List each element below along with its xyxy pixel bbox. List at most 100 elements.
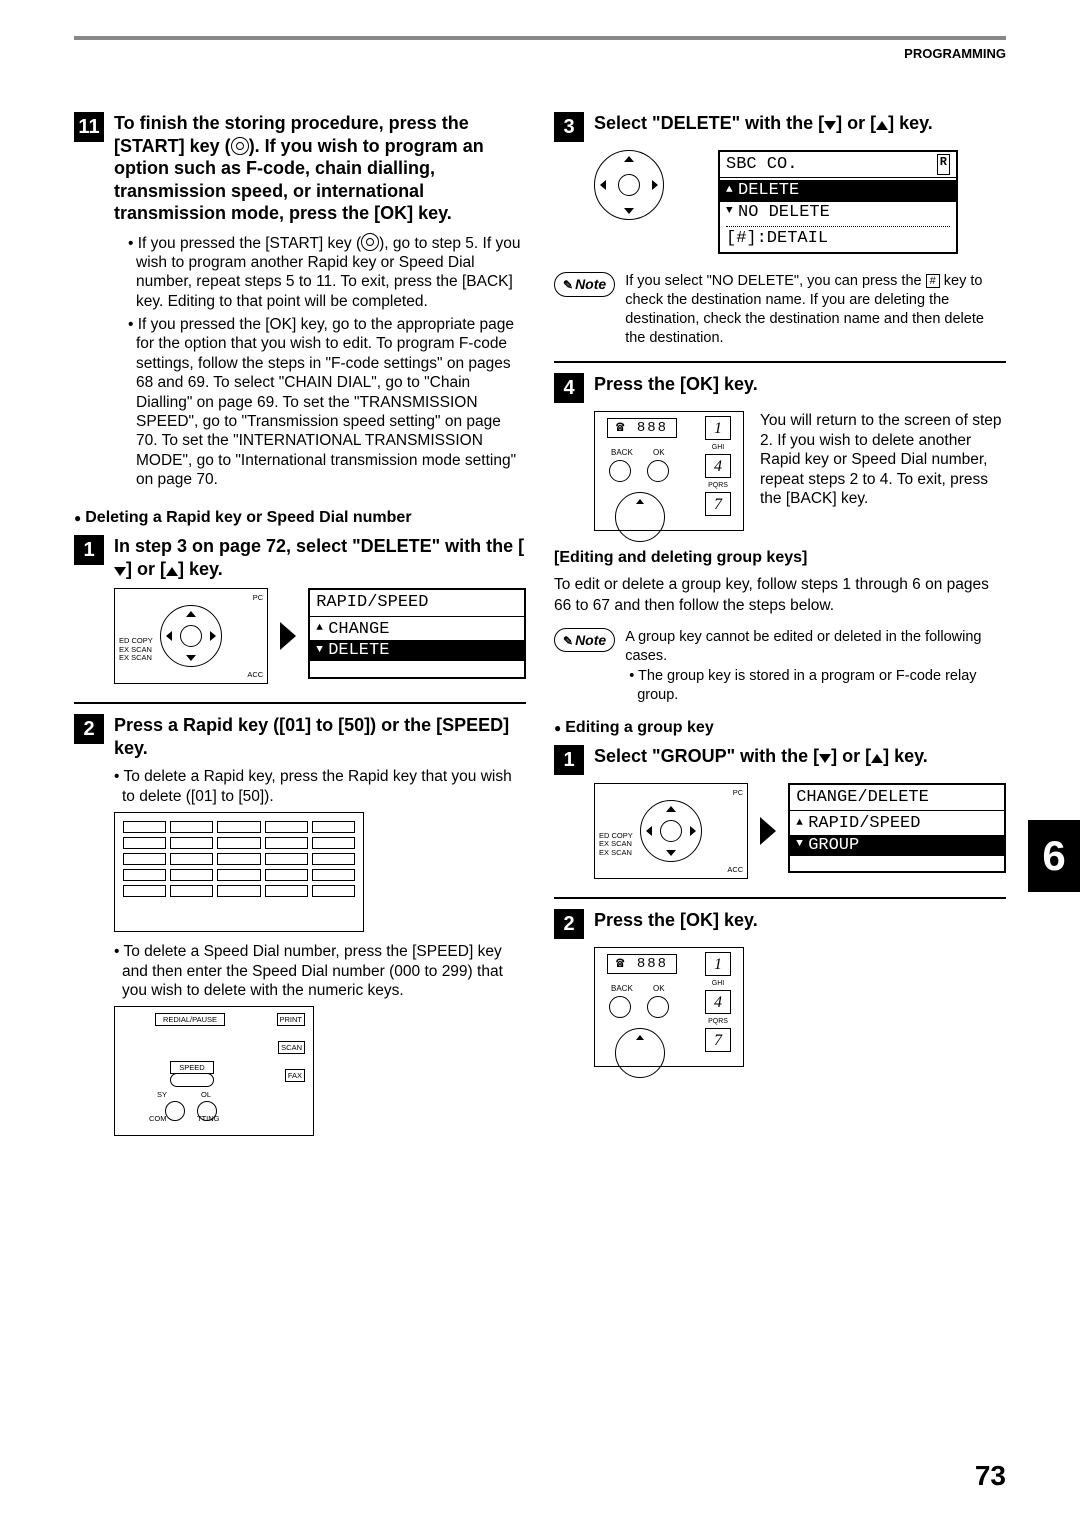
ok-key-icon [647, 996, 669, 1018]
dpad-icon [594, 150, 664, 220]
step-11-bullets: If you pressed the [START] key (), go to… [128, 233, 526, 490]
note-badge: Note [554, 272, 615, 297]
step4-row: ☎ 888 BACK OK 1 GHI 4 PQRS 7 You will re… [594, 411, 1006, 531]
delete-step-1: 1 In step 3 on page 72, select "DELETE" … [74, 535, 526, 580]
lcd-title: CHANGE/DELETE [790, 785, 1004, 811]
lcd-line: ▲CHANGE [310, 619, 524, 640]
panel-label: EX SCAN [599, 849, 633, 857]
panel-label: OK [653, 984, 665, 993]
panel-label: ACC [727, 865, 743, 874]
panel-label: OK [653, 448, 665, 457]
step-title: To finish the storing procedure, press t… [114, 112, 526, 225]
step-11: 11 To finish the storing procedure, pres… [74, 112, 526, 225]
num-label: PQRS [705, 1018, 731, 1025]
editing-group-heading: [Editing and deleting group keys] [554, 549, 1006, 567]
seg-display: ☎ 888 [607, 954, 677, 974]
header-section: PROGRAMMING [904, 46, 1006, 61]
up-triangle-icon [876, 121, 888, 130]
deleting-heading: Deleting a Rapid key or Speed Dial numbe… [74, 509, 526, 527]
down-triangle-icon [114, 567, 126, 576]
page-number: 73 [975, 1460, 1006, 1492]
up-triangle-icon [871, 754, 883, 763]
control-panel-diagram: ED COPY EX SCAN EX SCAN PC ACC [114, 588, 268, 684]
num-key: 7 [705, 1028, 731, 1052]
circle-key-icon [165, 1101, 185, 1121]
editing-group-text: To edit or delete a group key, follow st… [554, 575, 1006, 615]
delete-step-3: 3 Select "DELETE" with the [] or [] key. [554, 112, 1006, 142]
bullet-text: If you pressed the [START] key (), go to… [128, 233, 526, 312]
seg-display: ☎ 888 [607, 418, 677, 438]
divider [74, 702, 526, 704]
group-step-2: 2 Press the [OK] key. [554, 909, 1006, 939]
dpad-icon [640, 800, 702, 862]
sharp-key-icon: # [926, 274, 940, 288]
panel-labels: ED COPY EX SCAN EX SCAN [599, 832, 633, 857]
panel-label: PC [253, 593, 263, 602]
chapter-tab: 6 [1028, 820, 1080, 892]
step-title: Select "GROUP" with the [] or [] key. [594, 745, 928, 775]
step2-bullets: To delete a Rapid key, press the Rapid k… [114, 767, 526, 806]
step-number: 1 [74, 535, 104, 565]
note-badge: Note [554, 628, 615, 653]
panel-label: ACC [247, 670, 263, 679]
panel-label: SY [155, 1089, 169, 1100]
panel-label: PC [733, 788, 743, 797]
step-number: 1 [554, 745, 584, 775]
lcd-display: RAPID/SPEED ▲CHANGE ▼DELETE [308, 588, 526, 678]
speed-key-panel-diagram: REDIAL/PAUSE PRINT SCAN SPEED FAX SY OL … [114, 1006, 314, 1136]
bullet-text: To delete a Rapid key, press the Rapid k… [114, 767, 526, 806]
num-key: 7 [705, 492, 731, 516]
lcd-line-selected: ▼DELETE [310, 640, 524, 661]
right-column: 3 Select "DELETE" with the [] or [] key.… [554, 112, 1006, 1136]
arrow-right-icon [280, 622, 296, 650]
step-number: 11 [74, 112, 104, 142]
panel-label: OL [199, 1089, 213, 1100]
left-column: 11 To finish the storing procedure, pres… [74, 112, 526, 1136]
lcd-line: ▲RAPID/SPEED [790, 813, 1004, 834]
divider [554, 361, 1006, 363]
step4-text: You will return to the screen of step 2.… [760, 411, 1006, 531]
control-panel-diagram: ED COPY EX SCAN EX SCAN PC ACC [594, 783, 748, 879]
panel-btn: SCAN [278, 1041, 305, 1054]
dpad-icon [160, 605, 222, 667]
num-key: 1 [705, 952, 731, 976]
num-key: 4 [705, 454, 731, 478]
panel-label: BACK [611, 984, 633, 993]
rapid-keys-diagram [114, 812, 364, 932]
step-title: Press a Rapid key ([01] to [50]) or the … [114, 714, 526, 759]
note-text: If you select "NO DELETE", you can press… [625, 272, 1006, 347]
lcd-line-selected: ▲DELETE [720, 180, 956, 201]
content-columns: 11 To finish the storing procedure, pres… [74, 112, 1006, 1136]
num-label: GHI [705, 980, 731, 987]
start-key-icon [361, 233, 379, 251]
ok-key-icon [647, 460, 669, 482]
lcd-line-selected: ▼GROUP [790, 835, 1004, 856]
panel-label: BACK [611, 448, 633, 457]
r-badge: R [937, 154, 950, 175]
bullet-text: If you pressed the [OK] key, go to the a… [128, 315, 526, 489]
step-number: 4 [554, 373, 584, 403]
dpad-ring-icon [615, 1028, 665, 1078]
lcd-line: ▼NO DELETE [720, 202, 956, 223]
panel-label: EX SCAN [119, 654, 153, 662]
divider [554, 897, 1006, 899]
gstep1-diagram-row: ED COPY EX SCAN EX SCAN PC ACC CHANGE/DE… [594, 783, 1006, 879]
num-key: 1 [705, 416, 731, 440]
speed-key-icon [170, 1073, 214, 1087]
group-step-1: 1 Select "GROUP" with the [] or [] key. [554, 745, 1006, 775]
bullet-text: To delete a Speed Dial number, press the… [114, 942, 526, 1000]
note-box: Note A group key cannot be edited or del… [554, 628, 1006, 705]
up-triangle-icon [166, 567, 178, 576]
note-box: Note If you select "NO DELETE", you can … [554, 272, 1006, 347]
step-title: Press the [OK] key. [594, 373, 758, 403]
dpad-ring-icon [615, 492, 665, 542]
arrow-right-icon [760, 817, 776, 845]
panel-labels: ED COPY EX SCAN EX SCAN [119, 637, 153, 662]
step-title: In step 3 on page 72, select "DELETE" wi… [114, 535, 526, 580]
num-label: PQRS [705, 482, 731, 489]
panel-btn: PRINT [277, 1013, 306, 1026]
panel-btn: REDIAL/PAUSE [155, 1013, 225, 1026]
delete-step-4: 4 Press the [OK] key. [554, 373, 1006, 403]
delete-step-2: 2 Press a Rapid key ([01] to [50]) or th… [74, 714, 526, 759]
keypad-panel-diagram: ☎ 888 BACK OK 1 GHI 4 PQRS 7 [594, 947, 744, 1067]
